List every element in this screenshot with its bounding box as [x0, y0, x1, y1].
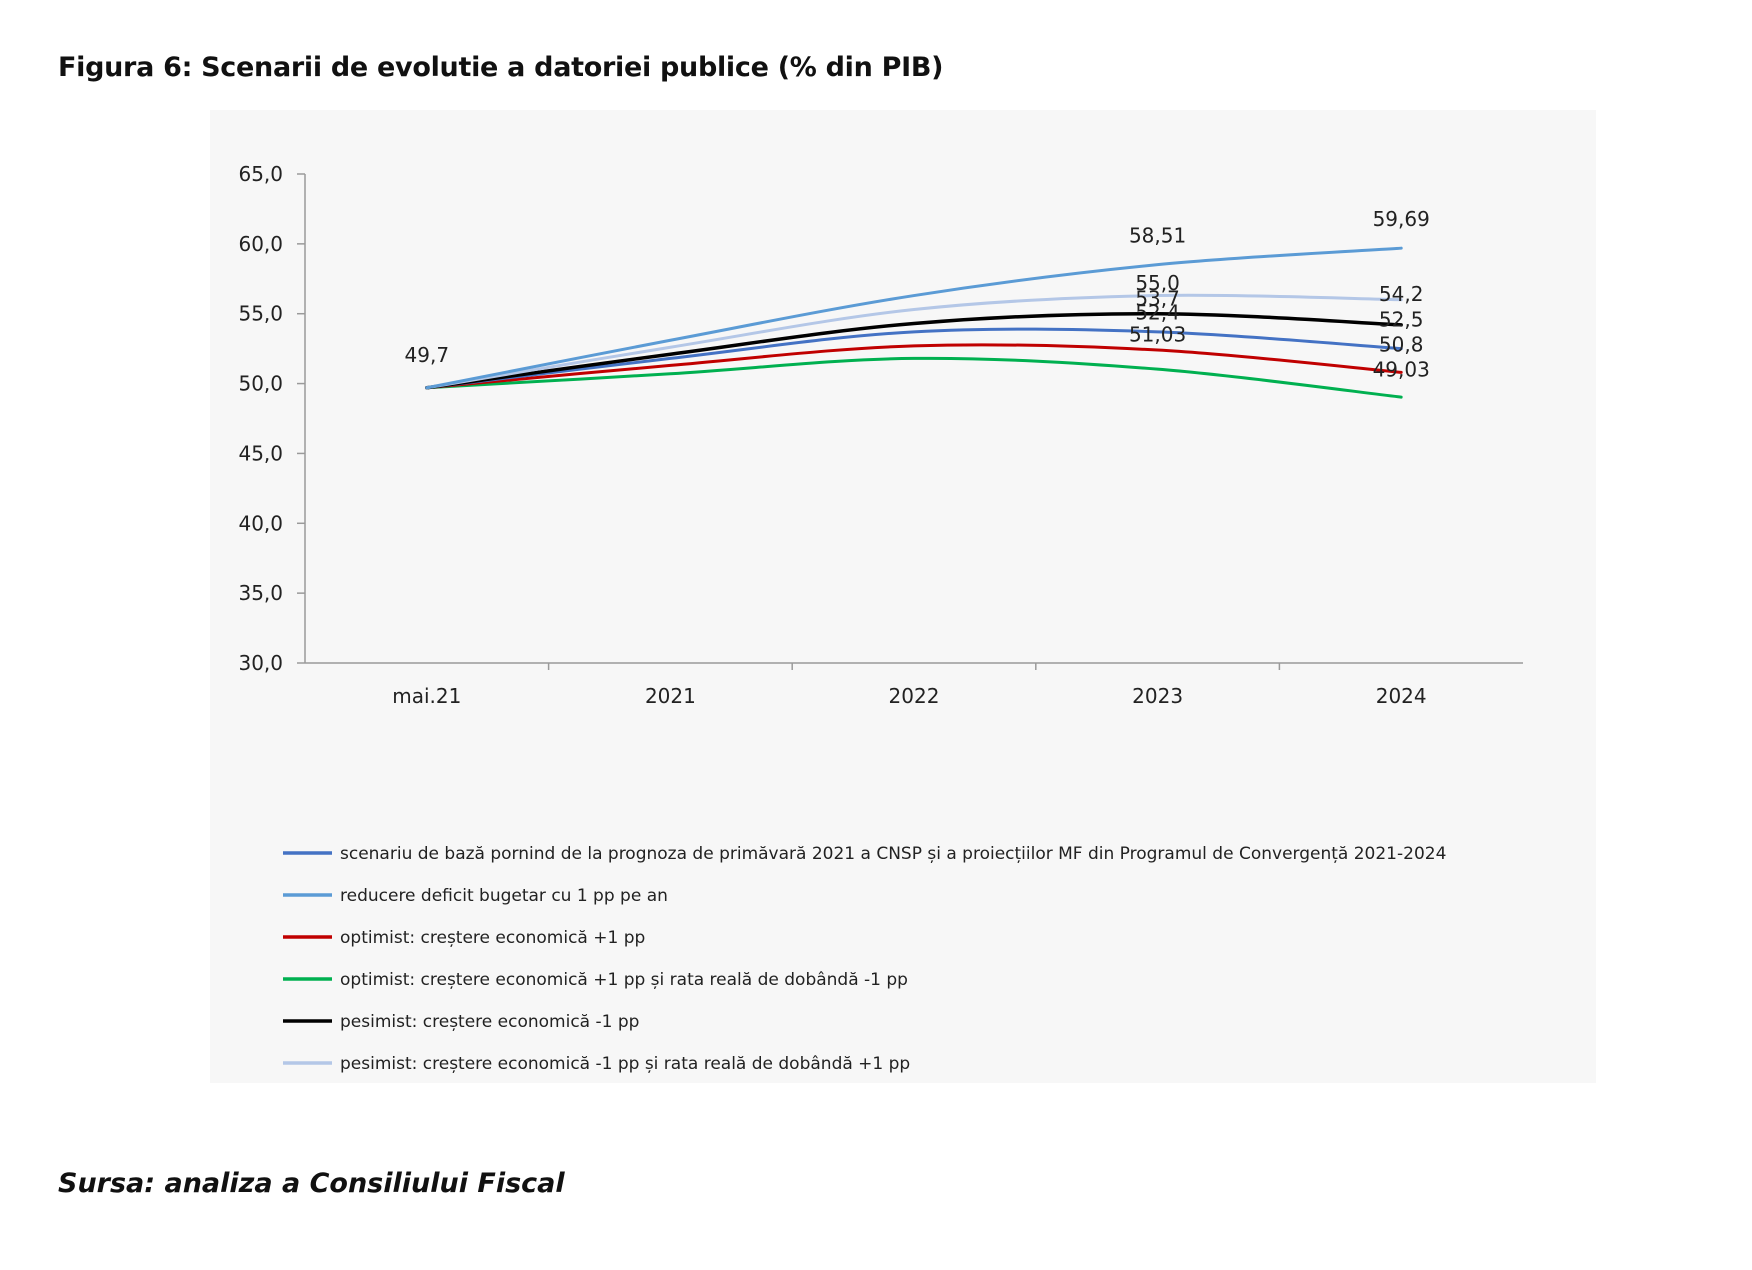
data-label: 59,69 [1373, 207, 1430, 231]
line-chart: 30,0 35,0 40,0 45,0 50,0 55,0 60,0 65,0 mai.21 20… [238, 162, 1523, 1074]
legend-label: optimist: creștere economică +1 pp și ra… [340, 970, 908, 990]
series-line-2 [425, 246, 1403, 390]
legend-item: pesimist: creștere economică -1 pp [283, 1012, 639, 1032]
figure-source: Sursa: analiza a Consiliului Fiscal [58, 1168, 565, 1199]
data-label: 53,7 [1135, 286, 1180, 310]
data-label: 55,0 [1135, 271, 1180, 295]
y-tick-label: 35,0 [238, 581, 283, 605]
chart-axes: 30,0 35,0 40,0 45,0 50,0 55,0 60,0 65,0 mai.21 20… [238, 162, 1523, 708]
x-tick-label: 2022 [889, 684, 940, 708]
legend-label: scenariu de bază pornind de la prognoza … [340, 844, 1446, 864]
x-tick-label: 2023 [1132, 684, 1183, 708]
y-tick-label: 50,0 [238, 372, 283, 396]
legend-label: reducere deficit bugetar cu 1 pp pe an [340, 886, 668, 906]
data-label: 50,8 [1379, 332, 1424, 356]
legend-label: pesimist: creștere economică -1 pp și ra… [340, 1054, 910, 1074]
y-tick-label: 55,0 [238, 302, 283, 326]
data-label: 58,51 [1129, 224, 1186, 248]
series-line-5 [425, 311, 1403, 390]
legend-item: reducere deficit bugetar cu 1 pp pe an [283, 886, 668, 906]
legend-label: optimist: creștere economică +1 pp [340, 928, 645, 948]
y-tick-label: 60,0 [238, 232, 283, 256]
series-line-6 [425, 293, 1403, 390]
y-tick-label: 40,0 [238, 511, 283, 535]
legend-item: scenariu de bază pornind de la prognoza … [283, 844, 1446, 864]
data-label: 49,7 [405, 343, 450, 367]
y-tick-label: 45,0 [238, 441, 283, 465]
series-line-4 [425, 356, 1403, 399]
series-line-3 [425, 343, 1403, 390]
legend-item: optimist: creștere economică +1 pp [283, 928, 645, 948]
x-tick-label: mai.21 [392, 684, 461, 708]
legend-label: pesimist: creștere economică -1 pp [340, 1012, 639, 1032]
y-tick-label: 30,0 [238, 651, 283, 675]
legend-item: pesimist: creștere economică -1 pp și ra… [283, 1054, 910, 1074]
x-tick-label: 2021 [645, 684, 696, 708]
x-tick-label: 2024 [1376, 684, 1427, 708]
data-label: 51,03 [1129, 323, 1186, 347]
figure-title: Figura 6: Scenarii de evolutie a datorie… [58, 52, 944, 83]
series-line-1 [425, 327, 1403, 390]
data-label: 52,5 [1379, 307, 1424, 331]
data-label: 49,03 [1373, 358, 1430, 382]
series-lines [425, 246, 1403, 399]
y-tick-label: 65,0 [238, 162, 283, 186]
legend-item: optimist: creștere economică +1 pp și ra… [283, 970, 908, 990]
data-label: 52,4 [1135, 300, 1180, 324]
chart-legend: scenariu de bază pornind de la prognoza … [283, 844, 1446, 1074]
data-label: 54,2 [1379, 282, 1424, 306]
chart-panel: 30,0 35,0 40,0 45,0 50,0 55,0 60,0 65,0 mai.21 20… [210, 110, 1596, 1083]
data-labels: 49,7 58,51 55,053,752,451,03 59,69 54,252,55… [405, 207, 1430, 381]
